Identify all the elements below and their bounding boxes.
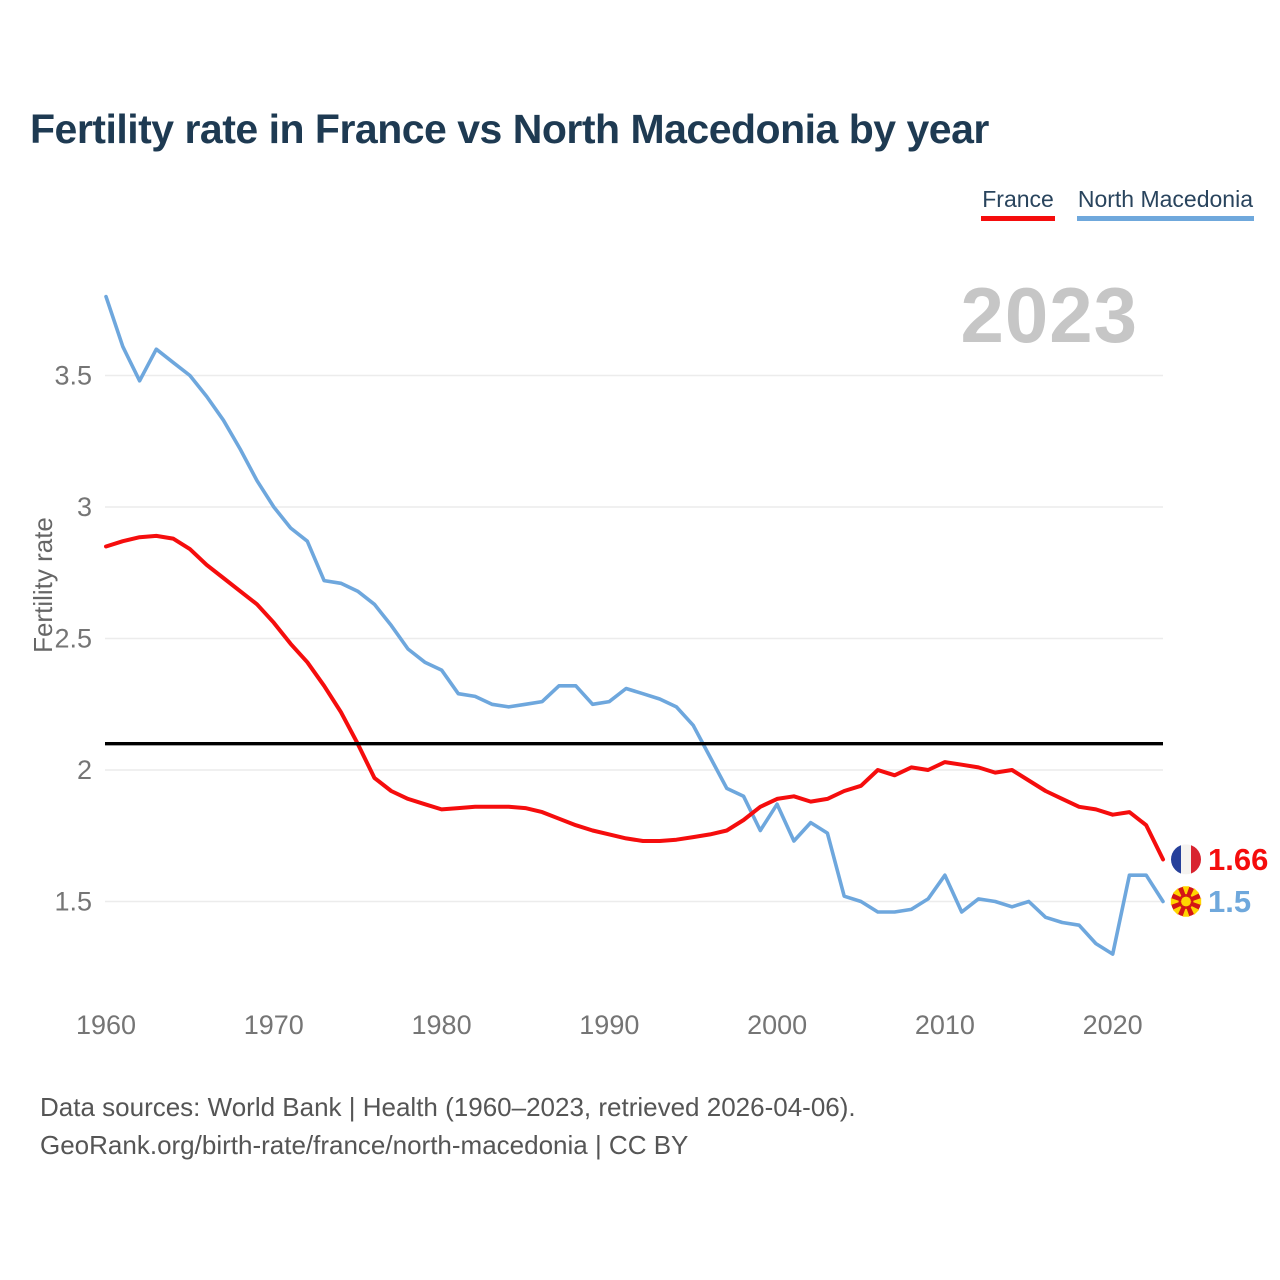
y-tick-label-3.5: 3.5 — [54, 361, 92, 391]
legend-label-north-macedonia: North Macedonia — [1077, 186, 1253, 212]
mk-sun-ray — [1182, 886, 1190, 897]
x-tick-label-2010: 2010 — [915, 1010, 975, 1040]
north-macedonia-flag-icon — [1170, 886, 1202, 917]
series-lines — [104, 294, 1165, 956]
axis-tick-labels: 3.5 3 2.5 2 1.5 1960 1970 1980 1990 2000 2010 2020 — [54, 361, 1142, 1041]
mk-sun-ray — [1191, 897, 1202, 906]
legend-label-france: France — [982, 186, 1054, 212]
y-tick-label-3: 3 — [77, 492, 92, 522]
x-tick-label-1980: 1980 — [412, 1010, 472, 1040]
y-tick-label-2: 2 — [77, 755, 92, 785]
france-flag-icon — [1171, 844, 1201, 875]
x-tick-label-2000: 2000 — [747, 1010, 807, 1040]
y-axis-title: Fertility rate — [28, 517, 58, 653]
x-tick-label-1990: 1990 — [579, 1010, 639, 1040]
footer: Data sources: World Bank | Health (1960–… — [40, 1088, 856, 1164]
x-tick-label-1960: 1960 — [76, 1010, 136, 1040]
mk-sun-ray — [1189, 905, 1200, 915]
x-tick-label-2020: 2020 — [1083, 1010, 1143, 1040]
mk-sun-ray — [1182, 906, 1190, 917]
footer-url-line: GeoRank.org/birth-rate/france/north-mace… — [40, 1130, 689, 1160]
north-macedonia-end-value: 1.5 — [1208, 884, 1251, 919]
y-tick-label-2.5: 2.5 — [54, 624, 92, 654]
mk-sun-ray — [1189, 888, 1200, 898]
legend-swatch-france — [981, 216, 1055, 221]
legend-item-france[interactable]: France — [981, 186, 1055, 221]
legend: France North Macedonia — [981, 186, 1254, 221]
mk-sun-ray — [1172, 888, 1183, 898]
legend-swatch-north-macedonia — [1076, 216, 1254, 221]
mk-sun-ray — [1170, 897, 1181, 906]
page-title: Fertility rate in France vs North Macedo… — [30, 106, 989, 152]
france-end-value: 1.66 — [1208, 842, 1268, 877]
mk-sun-ray — [1172, 905, 1183, 915]
footer-source-line: Data sources: World Bank | Health (1960–… — [40, 1092, 856, 1122]
gridlines — [105, 374, 1163, 903]
y-tick-label-1.5: 1.5 — [54, 887, 92, 917]
north-macedonia-line — [104, 294, 1165, 956]
x-tick-label-1970: 1970 — [244, 1010, 304, 1040]
watermark-year: 2023 — [960, 271, 1138, 359]
legend-item-north-macedonia[interactable]: North Macedonia — [1076, 186, 1254, 221]
france-line — [104, 533, 1165, 862]
